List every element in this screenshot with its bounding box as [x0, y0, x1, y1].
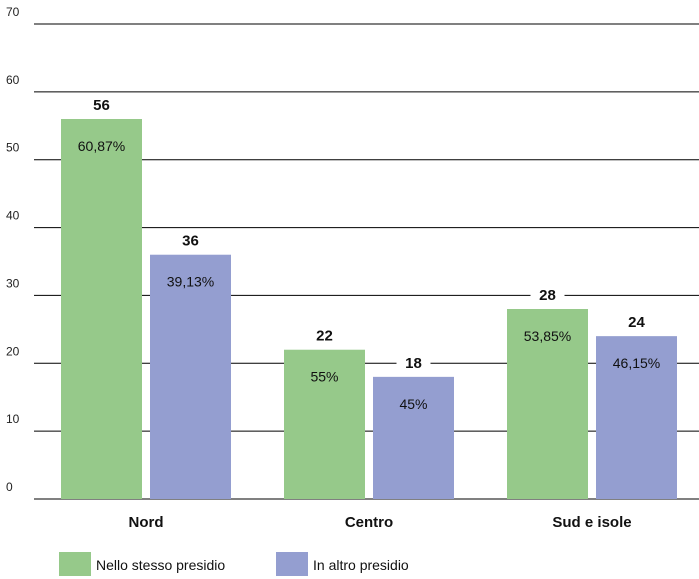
- y-tick-label: 60: [6, 73, 20, 87]
- value-label: 22: [316, 328, 333, 345]
- value-label: 24: [628, 314, 645, 331]
- y-tick-label: 50: [6, 141, 20, 155]
- gridlines: 0 10 20 30 40 50 60 70: [6, 5, 699, 500]
- percent-label: 60,87%: [78, 138, 125, 154]
- legend-swatch: [59, 552, 91, 576]
- legend-label: Nello stesso presidio: [96, 557, 225, 573]
- bars: [61, 119, 677, 499]
- legend-swatch: [276, 552, 308, 576]
- value-label: 18: [405, 355, 422, 372]
- value-label-background: [530, 284, 565, 304]
- value-label-background: [84, 94, 119, 114]
- value-label-background: [307, 324, 342, 345]
- y-tick-label: 0: [6, 480, 13, 494]
- bar: [507, 309, 588, 499]
- category-label: Centro: [345, 514, 393, 531]
- value-label-background: [619, 311, 654, 332]
- legend: Nello stesso presidio In altro presidio: [59, 552, 409, 576]
- value-label: 28: [539, 287, 556, 304]
- value-label: 36: [182, 233, 199, 250]
- value-label-background: [396, 351, 431, 372]
- y-tick-label: 70: [6, 5, 20, 19]
- y-tick-label: 40: [6, 209, 20, 223]
- legend-label: In altro presidio: [313, 557, 409, 573]
- bar: [150, 254, 231, 499]
- percent-label: 53,85%: [524, 328, 571, 344]
- percent-label: 45%: [399, 396, 427, 412]
- category-label: Nord: [129, 514, 164, 531]
- value-label: 56: [93, 97, 110, 114]
- category-label: Sud e isole: [552, 514, 631, 531]
- bar: [596, 336, 677, 499]
- y-tick-label: 30: [6, 276, 20, 290]
- percent-label: 46,15%: [613, 355, 660, 371]
- y-tick-label: 10: [6, 412, 20, 426]
- bar: [61, 119, 142, 499]
- percent-label: 39,13%: [167, 274, 214, 290]
- percent-label: 55%: [310, 369, 338, 385]
- bar: [284, 349, 365, 499]
- bar: [373, 376, 454, 499]
- y-tick-label: 20: [6, 344, 20, 358]
- value-label-background: [173, 229, 208, 250]
- data-labels: 56 60,87% 36 39,13% Nord 22 55% 18 45% Centro 28 53…: [78, 94, 660, 531]
